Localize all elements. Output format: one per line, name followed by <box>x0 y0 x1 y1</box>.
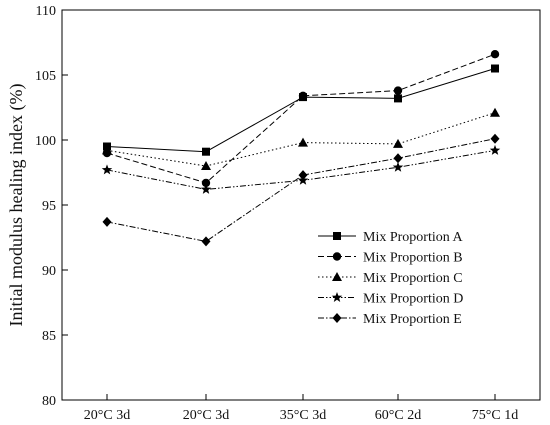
data-point <box>490 133 500 144</box>
y-tick-label: 80 <box>42 394 56 409</box>
y-tick-label: 105 <box>35 69 56 84</box>
legend-marker <box>333 232 341 240</box>
data-point <box>201 178 211 188</box>
y-tick-label: 85 <box>42 329 56 344</box>
series-line <box>106 112 496 167</box>
data-point <box>298 91 308 101</box>
data-point <box>393 138 403 148</box>
legend-item: Mix Proportion C <box>318 271 463 286</box>
series-b <box>102 50 500 188</box>
x-tick-label: 75°C 1d <box>472 408 518 423</box>
legend-label: Mix Proportion D <box>363 292 463 307</box>
x-tick-label: 20°C 3d <box>183 408 229 423</box>
legend-marker <box>332 252 342 261</box>
legend-label: Mix Proportion B <box>363 251 463 266</box>
data-point <box>491 64 499 73</box>
x-tick-label: 60°C 2d <box>375 408 421 423</box>
y-axis-title: Initial modulus healing index (%) <box>6 84 27 327</box>
legend-marker <box>332 313 342 323</box>
data-point <box>101 164 113 175</box>
data-point <box>392 161 404 172</box>
data-point <box>201 161 211 170</box>
data-point <box>200 183 212 194</box>
series-line <box>106 53 496 184</box>
data-point <box>489 144 501 155</box>
y-tick-label: 90 <box>42 264 56 279</box>
data-point <box>102 216 112 227</box>
data-point <box>201 236 211 247</box>
legend-item: Mix Proportion E <box>318 312 462 327</box>
data-point <box>394 94 402 103</box>
legend-marker <box>331 292 343 302</box>
data-point <box>102 145 112 155</box>
data-point <box>393 86 403 95</box>
legend-label: Mix Proportion C <box>363 271 463 286</box>
data-point <box>298 170 308 181</box>
data-point <box>202 147 210 156</box>
plot-frame <box>61 9 541 401</box>
legend-item: Mix Proportion B <box>318 251 463 266</box>
x-axis-ticks: 20°C 3d 20°C 3d 35°C 3d 60°C 2d 75°C 1d <box>84 394 518 423</box>
series-line <box>106 138 496 242</box>
legend: Mix Proportion A Mix Proportion B Mix Prop… <box>318 230 463 327</box>
x-tick-label: 20°C 3d <box>84 408 130 423</box>
legend-label: Mix Proportion A <box>363 230 463 245</box>
legend-item: Mix Proportion A <box>318 230 463 245</box>
series-e <box>102 133 500 247</box>
y-tick-label: 95 <box>42 199 56 214</box>
y-tick-label: 100 <box>35 134 56 149</box>
data-point <box>490 50 500 59</box>
data-point <box>393 153 403 164</box>
data-point <box>298 137 308 147</box>
legend-item: Mix Proportion D <box>318 292 463 307</box>
series-c <box>102 107 500 170</box>
legend-label: Mix Proportion E <box>363 312 462 327</box>
legend-marker <box>332 272 342 281</box>
series-line <box>106 68 496 153</box>
y-tick-label: 110 <box>36 4 56 19</box>
series-group <box>101 50 501 247</box>
data-point <box>490 107 500 117</box>
x-tick-label: 35°C 3d <box>280 408 326 423</box>
y-axis-ticks: 80 85 90 95 100 105 110 <box>35 4 68 409</box>
